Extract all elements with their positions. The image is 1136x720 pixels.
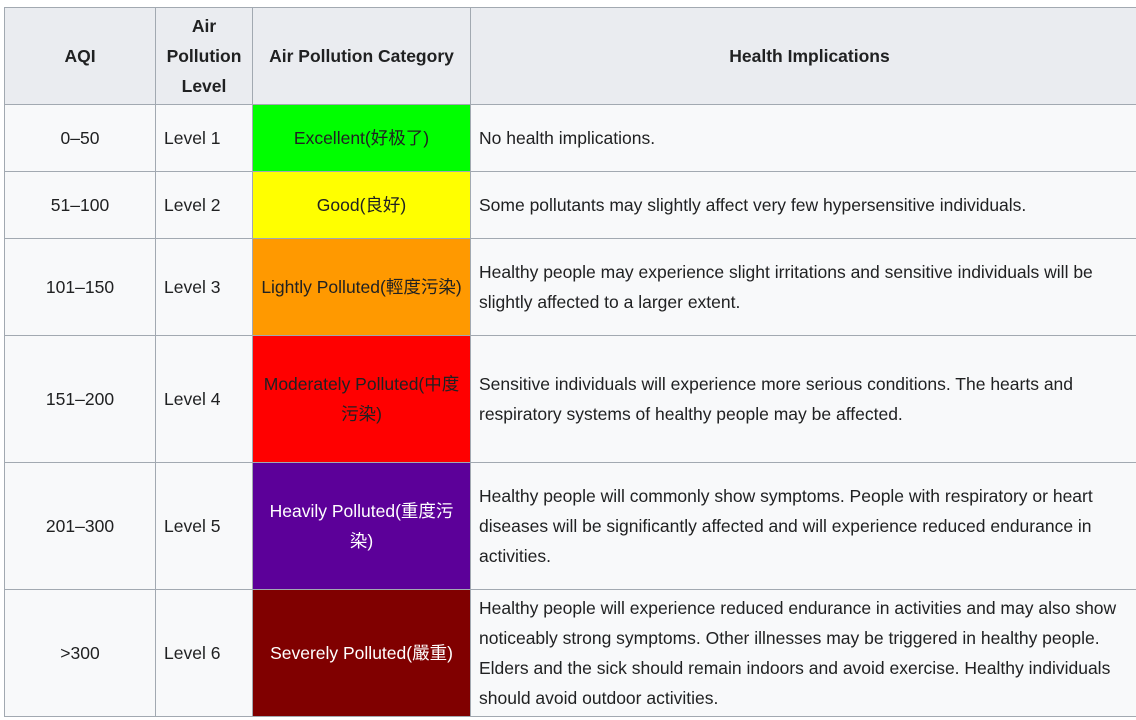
health-implications-cell: Healthy people may experience slight irr… xyxy=(470,238,1136,336)
aqi-range-cell: 51–100 xyxy=(4,171,156,239)
category-cell: Good(良好) xyxy=(252,171,471,239)
aqi-range-cell: 101–150 xyxy=(4,238,156,336)
header-health-implications[interactable]: Health Implications xyxy=(470,7,1136,105)
aqi-range-cell: 151–200 xyxy=(4,335,156,463)
level-cell: Level 2 xyxy=(155,171,253,239)
aqi-table: AQI Air Pollution Level Air Pollution Ca… xyxy=(4,7,1136,717)
health-implications-cell: Healthy people will commonly show sympto… xyxy=(470,462,1136,590)
table-row: 0–50 Level 1 Excellent(好极了) No health im… xyxy=(4,104,1136,172)
category-cell: Excellent(好极了) xyxy=(252,104,471,172)
table-row: 101–150 Level 3 Lightly Polluted(輕度污染) H… xyxy=(4,238,1136,336)
header-air-pollution-category[interactable]: Air Pollution Category xyxy=(252,7,471,105)
table-header-row: AQI Air Pollution Level Air Pollution Ca… xyxy=(4,7,1136,105)
category-cell: Moderately Polluted(中度污染) xyxy=(252,335,471,463)
table-row: 151–200 Level 4 Moderately Polluted(中度污染… xyxy=(4,335,1136,463)
header-aqi[interactable]: AQI xyxy=(4,7,156,105)
category-cell: Lightly Polluted(輕度污染) xyxy=(252,238,471,336)
level-cell: Level 1 xyxy=(155,104,253,172)
table-row: 51–100 Level 2 Good(良好) Some pollutants … xyxy=(4,171,1136,239)
health-implications-cell: Some pollutants may slightly affect very… xyxy=(470,171,1136,239)
health-implications-cell: Healthy people will experience reduced e… xyxy=(470,589,1136,717)
aqi-range-cell: >300 xyxy=(4,589,156,717)
aqi-table-container: AQI Air Pollution Level Air Pollution Ca… xyxy=(4,7,1136,717)
category-cell: Heavily Polluted(重度污染) xyxy=(252,462,471,590)
aqi-range-cell: 201–300 xyxy=(4,462,156,590)
level-cell: Level 5 xyxy=(155,462,253,590)
aqi-range-cell: 0–50 xyxy=(4,104,156,172)
health-implications-cell: No health implications. xyxy=(470,104,1136,172)
category-cell: Severely Polluted(嚴重) xyxy=(252,589,471,717)
table-row: >300 Level 6 Severely Polluted(嚴重) Healt… xyxy=(4,589,1136,717)
header-air-pollution-level[interactable]: Air Pollution Level xyxy=(155,7,253,105)
table-row: 201–300 Level 5 Heavily Polluted(重度污染) H… xyxy=(4,462,1136,590)
level-cell: Level 6 xyxy=(155,589,253,717)
health-implications-cell: Sensitive individuals will experience mo… xyxy=(470,335,1136,463)
level-cell: Level 4 xyxy=(155,335,253,463)
level-cell: Level 3 xyxy=(155,238,253,336)
